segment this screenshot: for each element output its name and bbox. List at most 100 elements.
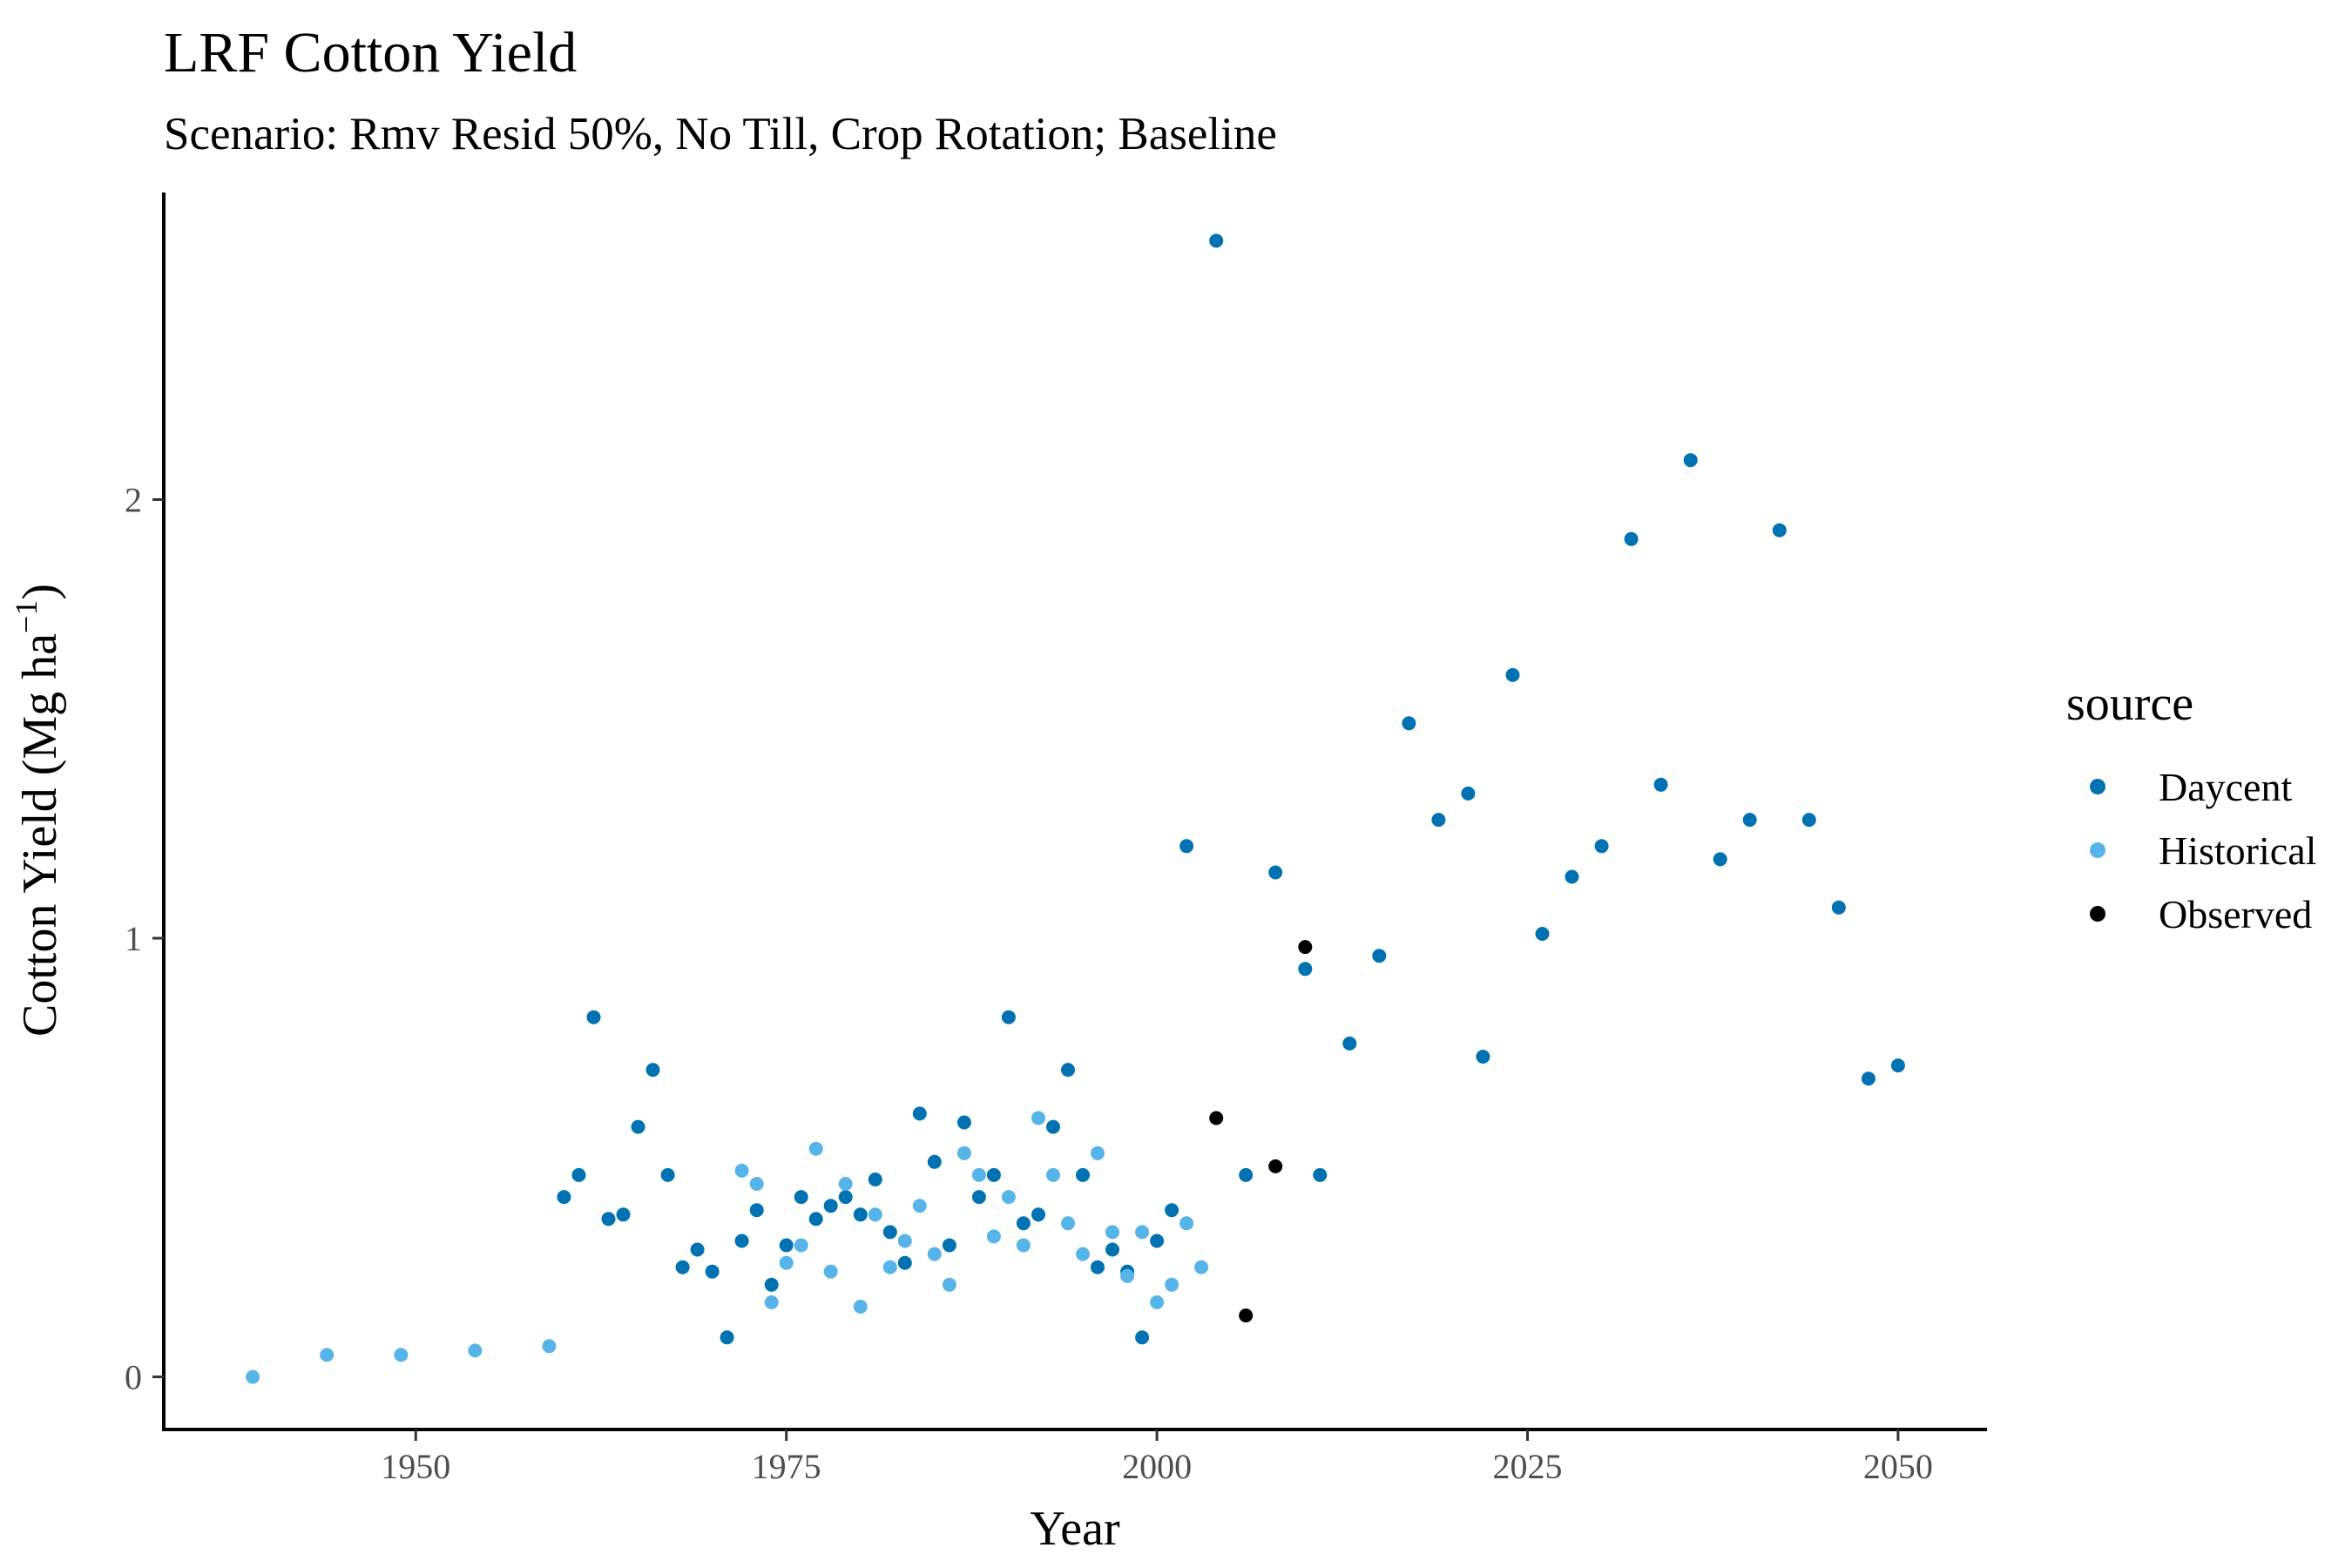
- point-daycent: [779, 1238, 794, 1253]
- point-daycent: [1105, 1242, 1119, 1257]
- point-historical: [868, 1207, 882, 1222]
- point-historical: [1031, 1111, 1045, 1125]
- point-daycent: [1150, 1233, 1165, 1248]
- point-daycent: [956, 1115, 971, 1130]
- point-historical: [320, 1348, 335, 1362]
- point-observed: [1268, 1159, 1283, 1173]
- point-historical: [1076, 1247, 1090, 1261]
- point-daycent: [1061, 1063, 1075, 1078]
- point-daycent: [986, 1167, 1001, 1182]
- point-daycent: [690, 1242, 705, 1257]
- point-daycent: [897, 1255, 912, 1270]
- point-daycent: [927, 1154, 942, 1169]
- x-tick-label: 1950: [381, 1447, 450, 1486]
- point-daycent: [868, 1173, 882, 1186]
- point-historical: [1150, 1295, 1165, 1309]
- point-historical: [1135, 1225, 1150, 1240]
- data-points: [246, 233, 1905, 1384]
- point-daycent: [734, 1233, 749, 1248]
- point-daycent: [808, 1212, 823, 1227]
- point-daycent: [794, 1190, 808, 1205]
- y-tick-label: 0: [125, 1358, 142, 1397]
- x-tick-label: 2000: [1122, 1447, 1192, 1486]
- point-daycent: [1461, 786, 1476, 801]
- point-daycent: [1431, 813, 1446, 828]
- point-historical: [1046, 1167, 1060, 1182]
- point-historical: [1120, 1268, 1135, 1283]
- point-daycent: [1076, 1167, 1090, 1182]
- point-historical: [394, 1348, 409, 1362]
- legend-label-observed: Observed: [2159, 892, 2312, 936]
- point-daycent: [1298, 962, 1313, 977]
- point-daycent: [720, 1330, 734, 1345]
- y-tick-label: 1: [125, 919, 142, 958]
- point-daycent: [942, 1238, 956, 1253]
- point-daycent: [823, 1199, 838, 1213]
- point-daycent: [1535, 927, 1550, 941]
- point-daycent: [616, 1207, 631, 1222]
- point-daycent: [971, 1190, 986, 1205]
- y-axis-title: Cotton Yield (Mg ha−1): [9, 584, 67, 1037]
- point-daycent: [1402, 716, 1416, 731]
- point-daycent: [557, 1190, 571, 1205]
- point-daycent: [1594, 839, 1609, 854]
- point-daycent: [1653, 777, 1668, 792]
- point-daycent: [1624, 531, 1639, 546]
- point-historical: [986, 1229, 1001, 1244]
- point-daycent: [675, 1260, 690, 1274]
- point-historical: [823, 1264, 838, 1279]
- point-daycent: [1505, 667, 1520, 682]
- point-historical: [542, 1339, 557, 1354]
- legend-key-observed: [2090, 906, 2105, 922]
- point-historical: [1105, 1225, 1119, 1240]
- point-daycent: [631, 1119, 645, 1134]
- point-daycent: [1713, 852, 1727, 867]
- x-tick-label: 1975: [752, 1447, 821, 1486]
- point-historical: [897, 1233, 912, 1248]
- point-daycent: [1031, 1207, 1045, 1222]
- point-daycent: [1239, 1167, 1254, 1182]
- point-observed: [1239, 1308, 1254, 1323]
- point-daycent: [1890, 1058, 1905, 1073]
- legend-label-daycent: Daycent: [2159, 765, 2292, 809]
- point-historical: [1165, 1277, 1179, 1292]
- y-axis-title-superscript: −1: [9, 600, 44, 633]
- point-historical: [1016, 1238, 1031, 1253]
- point-historical: [853, 1300, 868, 1314]
- y-axis-ticks: 0 1 2: [125, 480, 164, 1397]
- y-axis-title-close: ): [13, 584, 67, 600]
- point-daycent: [1179, 839, 1194, 854]
- point-daycent: [571, 1167, 586, 1182]
- point-daycent: [601, 1212, 616, 1227]
- legend-label-historical: Historical: [2159, 828, 2316, 873]
- point-historical: [1061, 1216, 1075, 1231]
- point-daycent: [1831, 900, 1846, 915]
- legend-title: source: [2066, 677, 2193, 731]
- point-daycent: [1683, 453, 1698, 468]
- x-axis-ticks: 1950 1975 2000 2025 2050: [381, 1429, 1933, 1486]
- point-historical: [808, 1141, 823, 1156]
- point-daycent: [1742, 813, 1757, 828]
- point-historical: [912, 1199, 927, 1213]
- point-daycent: [1016, 1216, 1031, 1231]
- point-daycent: [764, 1277, 779, 1292]
- point-daycent: [882, 1225, 897, 1240]
- point-historical: [794, 1238, 808, 1253]
- point-historical: [1001, 1190, 1016, 1205]
- y-axis-title-main: Cotton Yield (Mg ha: [13, 633, 67, 1037]
- x-axis-title: Year: [1030, 1502, 1120, 1556]
- point-daycent: [1861, 1071, 1876, 1086]
- point-historical: [779, 1255, 794, 1270]
- point-historical: [749, 1177, 764, 1191]
- point-daycent: [1165, 1203, 1179, 1218]
- point-daycent: [1801, 813, 1816, 828]
- point-daycent: [1091, 1260, 1105, 1274]
- point-daycent: [1001, 1010, 1016, 1024]
- x-tick-label: 2025: [1492, 1447, 1562, 1486]
- point-historical: [971, 1167, 986, 1182]
- legend-key-historical: [2090, 842, 2105, 858]
- point-historical: [1194, 1260, 1209, 1274]
- point-historical: [468, 1343, 483, 1358]
- point-historical: [764, 1295, 779, 1309]
